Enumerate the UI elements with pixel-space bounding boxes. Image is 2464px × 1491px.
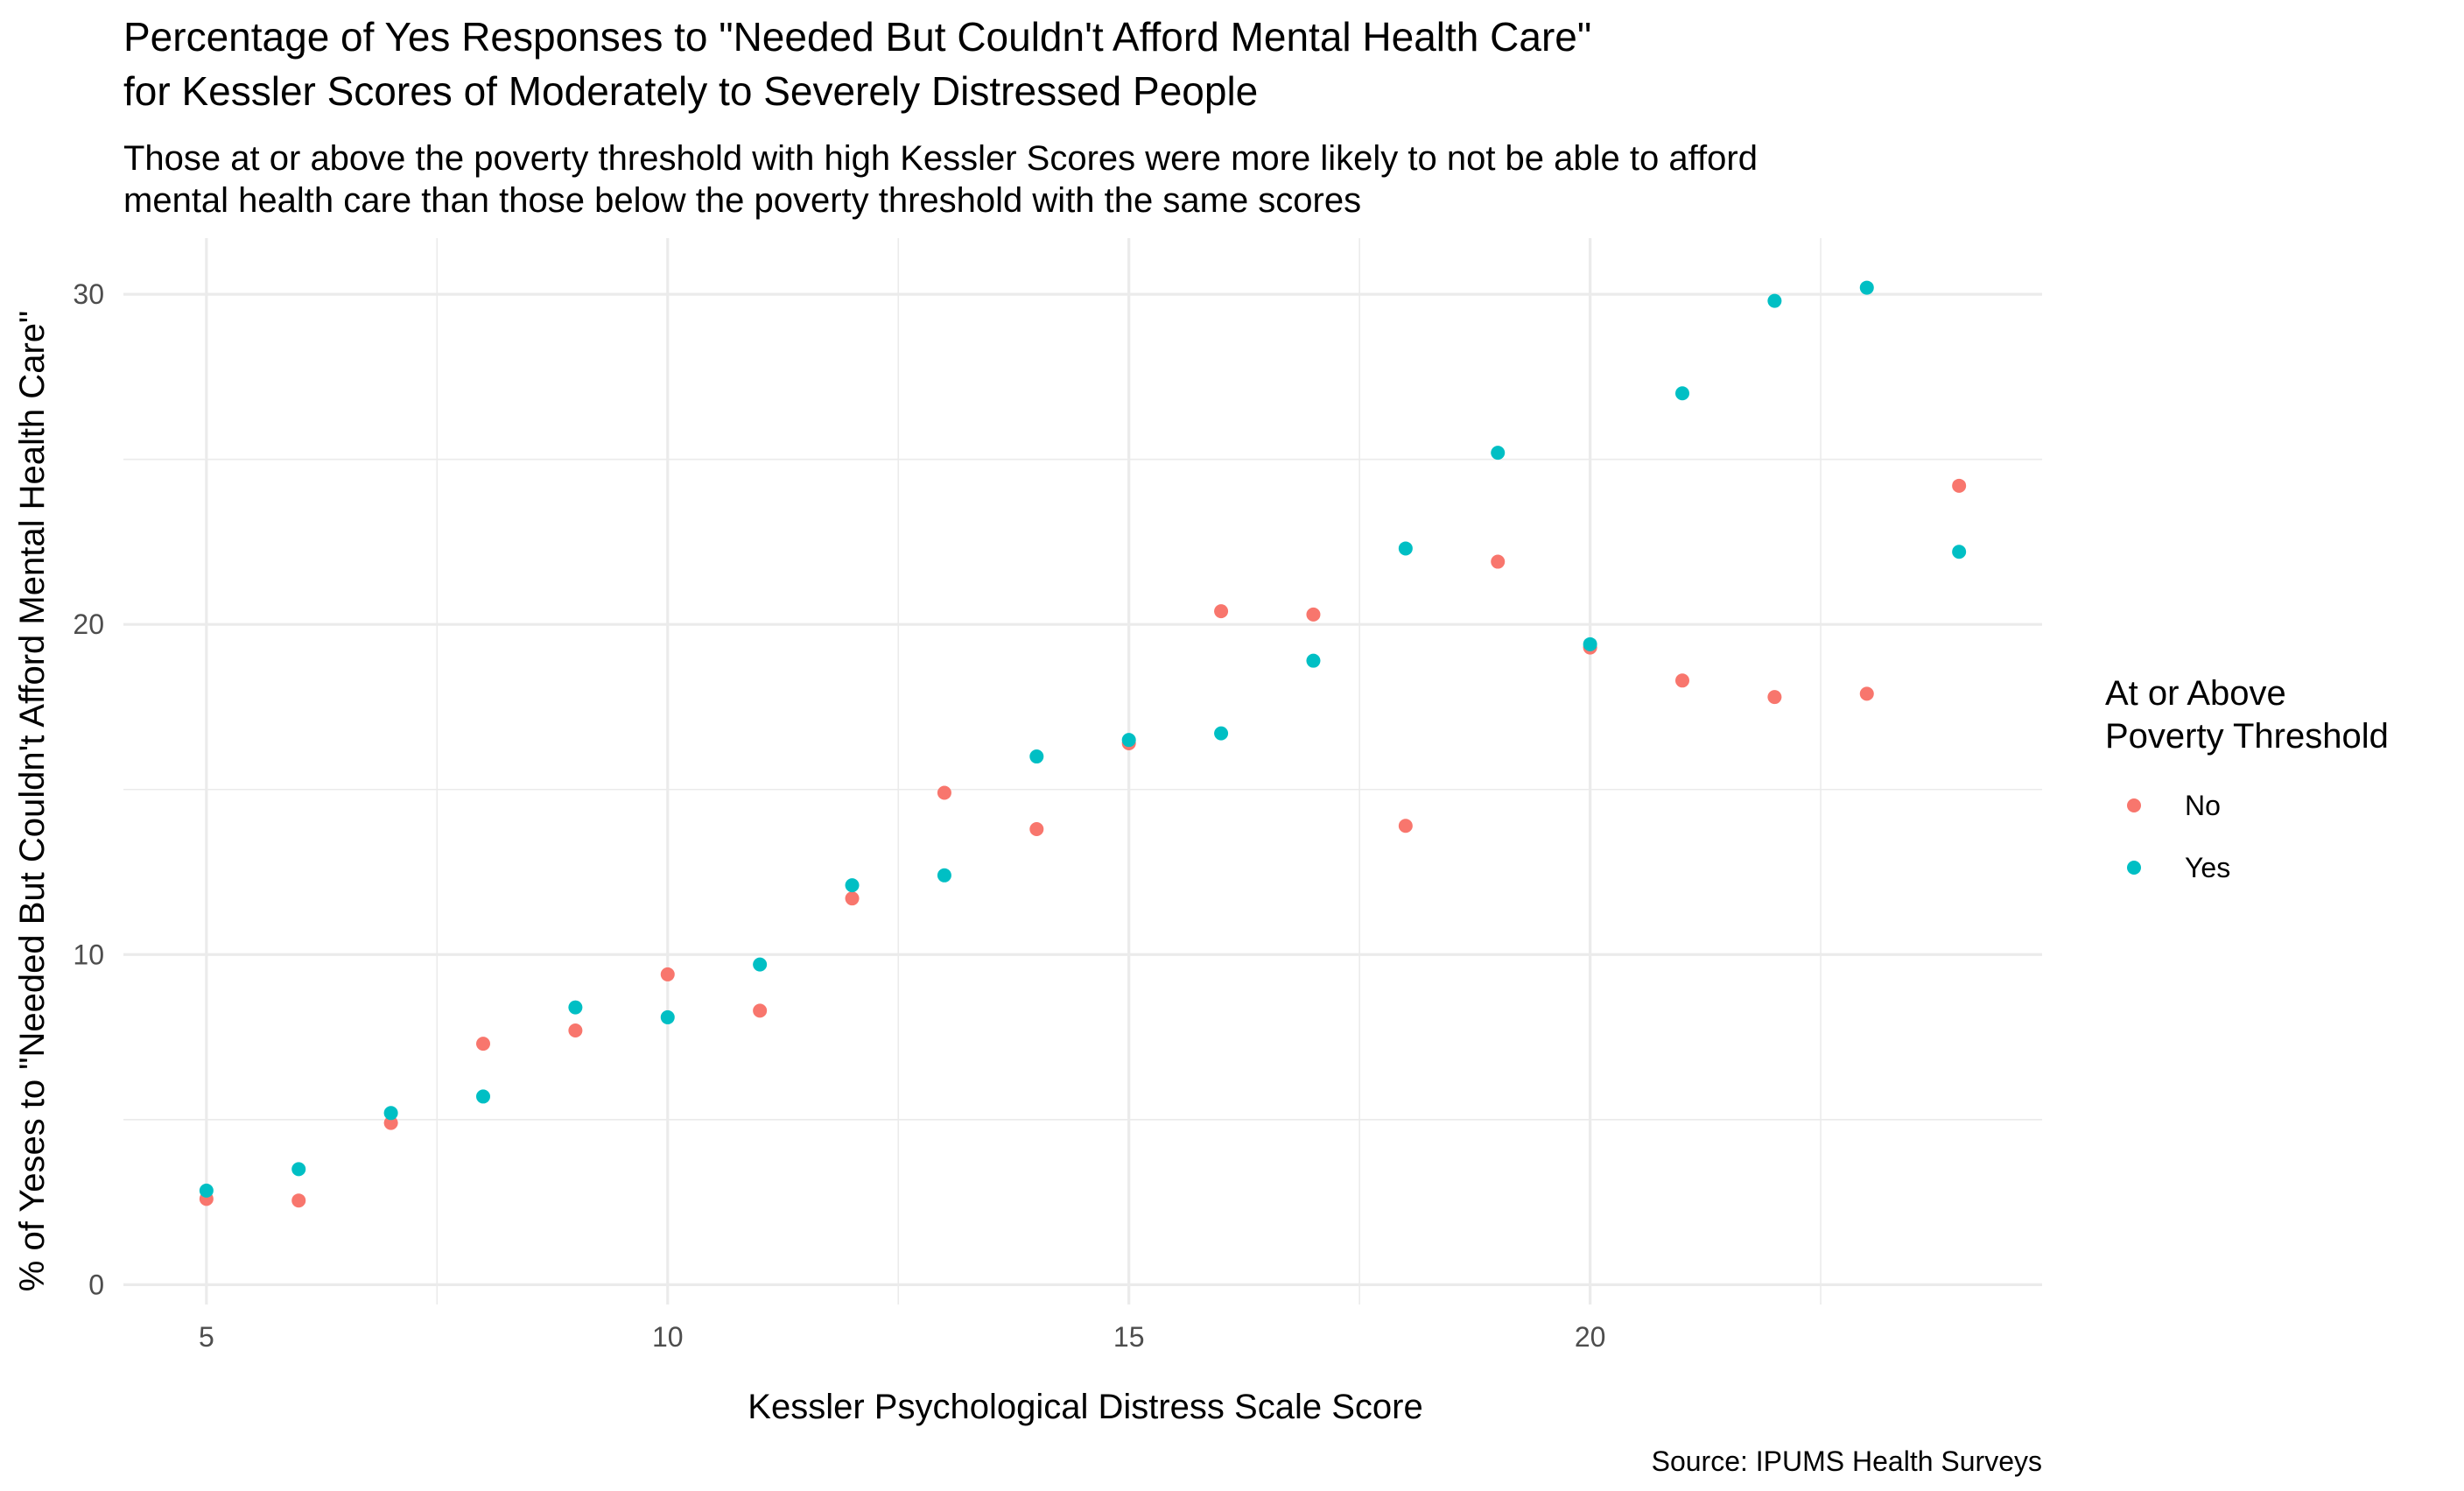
point-yes <box>476 1089 490 1104</box>
point-yes <box>1214 726 1229 741</box>
point-yes <box>1398 541 1413 556</box>
point-yes <box>753 957 768 972</box>
legend-title: At or Above <box>2105 674 2286 713</box>
point-no <box>937 785 951 800</box>
gridlines <box>123 238 2042 1305</box>
y-tick-label: 10 <box>73 939 104 970</box>
y-axis-ticks: 0 10 20 30 <box>73 278 104 1300</box>
series-yes <box>199 280 1967 1198</box>
chart-subtitle: Those at or above the poverty threshold … <box>123 139 1758 178</box>
point-no <box>476 1037 490 1051</box>
legend-title-line2: Poverty Threshold <box>2105 717 2389 756</box>
chart-title-line2: for Kessler Scores of Moderately to Seve… <box>123 68 1258 114</box>
point-no <box>660 967 675 981</box>
series-no <box>199 478 1967 1208</box>
legend: At or Above Poverty Threshold No Yes <box>2105 674 2389 883</box>
legend-key-no <box>2127 798 2141 812</box>
point-no <box>1398 819 1413 833</box>
x-tick-label: 10 <box>652 1321 684 1353</box>
point-no <box>1767 690 1782 705</box>
x-axis-title: Kessler Psychological Distress Scale Sco… <box>748 1388 1422 1426</box>
point-yes <box>1675 386 1689 401</box>
point-yes <box>568 1000 583 1015</box>
point-yes <box>937 868 951 883</box>
point-no <box>1306 607 1321 622</box>
plot-panel <box>123 238 2042 1305</box>
point-no <box>1952 478 1967 493</box>
point-no <box>568 1023 583 1038</box>
point-no <box>1675 673 1689 688</box>
point-yes <box>199 1183 214 1198</box>
legend-key-yes <box>2127 861 2141 875</box>
x-tick-label: 15 <box>1113 1321 1145 1353</box>
point-yes <box>660 1009 675 1024</box>
point-yes <box>1121 733 1136 748</box>
y-tick-label: 0 <box>88 1269 104 1300</box>
caption-source: Source: IPUMS Health Surveys <box>1652 1445 2042 1477</box>
y-axis-title: % of Yeses to "Needed But Couldn't Affor… <box>13 311 52 1291</box>
point-yes <box>1583 636 1597 651</box>
y-tick-label: 20 <box>73 608 104 640</box>
point-yes <box>845 878 860 893</box>
point-no <box>1214 604 1229 619</box>
x-tick-label: 5 <box>199 1321 214 1353</box>
point-no <box>291 1193 306 1208</box>
chart-subtitle-line2: mental health care than those below the … <box>123 181 1361 220</box>
chart-title: Percentage of Yes Responses to "Needed B… <box>123 14 1591 60</box>
point-yes <box>1029 749 1044 764</box>
point-no <box>753 1003 768 1018</box>
legend-label-no: No <box>2185 790 2221 821</box>
point-no <box>1859 686 1874 701</box>
point-no <box>845 891 860 906</box>
point-no <box>1491 554 1506 569</box>
point-yes <box>1306 653 1321 668</box>
point-no <box>383 1115 398 1130</box>
point-yes <box>383 1106 398 1121</box>
point-yes <box>1491 446 1506 461</box>
y-tick-label: 30 <box>73 278 104 310</box>
point-yes <box>1859 280 1874 295</box>
point-no <box>1029 821 1044 836</box>
x-axis-ticks: 5 10 15 20 <box>199 1321 1605 1353</box>
data-points <box>199 280 1967 1208</box>
point-yes <box>291 1162 306 1177</box>
x-tick-label: 20 <box>1575 1321 1606 1353</box>
point-yes <box>1767 293 1782 308</box>
legend-label-yes: Yes <box>2185 852 2230 883</box>
point-yes <box>1952 545 1967 559</box>
